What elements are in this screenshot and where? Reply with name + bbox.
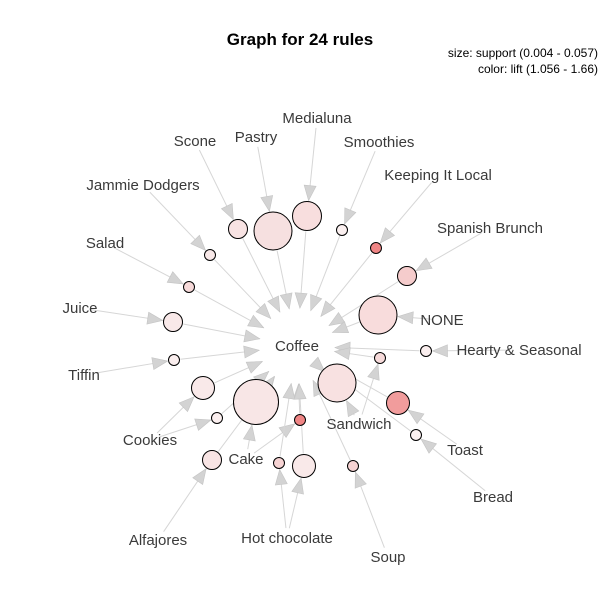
item-label-juice: Juice: [62, 300, 97, 317]
item-label-spanish: Spanish Brunch: [437, 220, 543, 237]
arrow-head: [309, 356, 326, 373]
rule-vertex: [336, 224, 348, 236]
item-label-sandwich: Sandwich: [326, 416, 391, 433]
rule-vertex: [386, 391, 410, 415]
item-label-scone: Scone: [174, 133, 217, 150]
rule-vertex: [292, 454, 316, 478]
item-label-alfajores: Alfajores: [129, 532, 187, 549]
item-label-cake: Cake: [228, 451, 263, 468]
arrow-head: [146, 311, 164, 325]
arrow-head: [267, 295, 281, 313]
arrow-head: [328, 311, 346, 327]
arrow-head: [415, 257, 433, 272]
item-label-salad: Salad: [86, 235, 124, 252]
arrow-head: [247, 314, 265, 329]
arrow-head: [190, 234, 207, 251]
item-label-keeping: Keeping It Local: [384, 167, 492, 184]
arrow-head: [310, 293, 323, 312]
arrow-head: [320, 300, 336, 318]
rule-vertex: [168, 354, 180, 366]
item-label-hotchoc: Hot chocolate: [241, 530, 333, 547]
rule-vertex: [370, 242, 382, 254]
item-label-none: NONE: [420, 312, 463, 329]
item-label-tiffin: Tiffin: [68, 367, 100, 384]
rule-vertex: [374, 352, 386, 364]
item-label-hearty: Hearty & Seasonal: [456, 342, 581, 359]
rule-vertex: [410, 429, 422, 441]
edges-layer: [89, 127, 510, 548]
rule-vertex: [202, 450, 222, 470]
rule-vertex: [420, 345, 432, 357]
arrow-head: [291, 477, 304, 495]
arrow-head: [245, 361, 264, 374]
arrow-head: [243, 345, 261, 359]
arrow-head: [431, 344, 448, 358]
item-label-bread: Bread: [473, 489, 513, 506]
rule-vertex: [211, 412, 223, 424]
item-label-coffee: Coffee: [275, 338, 319, 355]
item-label-toast: Toast: [447, 442, 484, 459]
arrow-head: [255, 303, 272, 320]
arrow-head: [293, 383, 307, 400]
rule-vertex: [317, 363, 357, 403]
item-label-soup: Soup: [370, 549, 405, 566]
rule-vertex: [191, 376, 215, 400]
item-label-cookies: Cookies: [123, 432, 177, 449]
item-label-jammie: Jammie Dodgers: [86, 177, 199, 194]
arrow-head: [344, 207, 357, 225]
arrow-head: [192, 468, 207, 485]
rule-vertex: [397, 266, 417, 286]
rule-vertex: [273, 457, 285, 469]
arrow-head: [354, 471, 367, 489]
rule-vertices-layer: [163, 201, 432, 478]
arrow-head: [346, 399, 360, 418]
rule-vertex: [347, 460, 359, 472]
rule-vertex: [204, 249, 216, 261]
arrow-head: [166, 271, 184, 285]
arrow-head: [178, 396, 195, 413]
arrow-head: [194, 418, 212, 431]
arrow-head: [260, 195, 274, 213]
rule-vertex: [163, 312, 183, 332]
rule-vertex: [292, 201, 322, 231]
arrow-head: [274, 468, 288, 486]
arrow-head: [303, 184, 317, 202]
arrow-head: [220, 202, 234, 221]
legend-color: color: lift (1.056 - 1.66): [478, 62, 598, 76]
graph-title: Graph for 24 rules: [227, 30, 373, 49]
arrow-head: [333, 347, 351, 361]
item-label-smoothies: Smoothies: [344, 134, 415, 151]
arrow-head: [379, 227, 396, 244]
rule-vertex: [228, 219, 248, 239]
arrow-head: [282, 382, 296, 400]
arrow-head: [279, 292, 293, 310]
item-label-medialuna: Medialuna: [282, 110, 352, 127]
arrow-head: [294, 292, 308, 309]
rule-vertex: [358, 295, 398, 335]
legend-size: size: support (0.004 - 0.057): [448, 46, 598, 60]
arrow-head: [242, 424, 256, 442]
arrow-head: [397, 311, 414, 325]
rule-vertex: [253, 211, 293, 251]
arrow-head: [420, 438, 438, 454]
arrow-head: [243, 329, 261, 343]
arrow-head: [407, 409, 425, 425]
rule-vertex: [183, 281, 195, 293]
arrow-head: [331, 320, 350, 333]
arrow-head: [151, 357, 169, 370]
item-label-pastry: Pastry: [235, 129, 278, 146]
rule-vertex: [233, 379, 279, 425]
rule-vertex: [294, 414, 306, 426]
arrow-head: [278, 423, 296, 438]
arrow-head: [367, 363, 380, 381]
